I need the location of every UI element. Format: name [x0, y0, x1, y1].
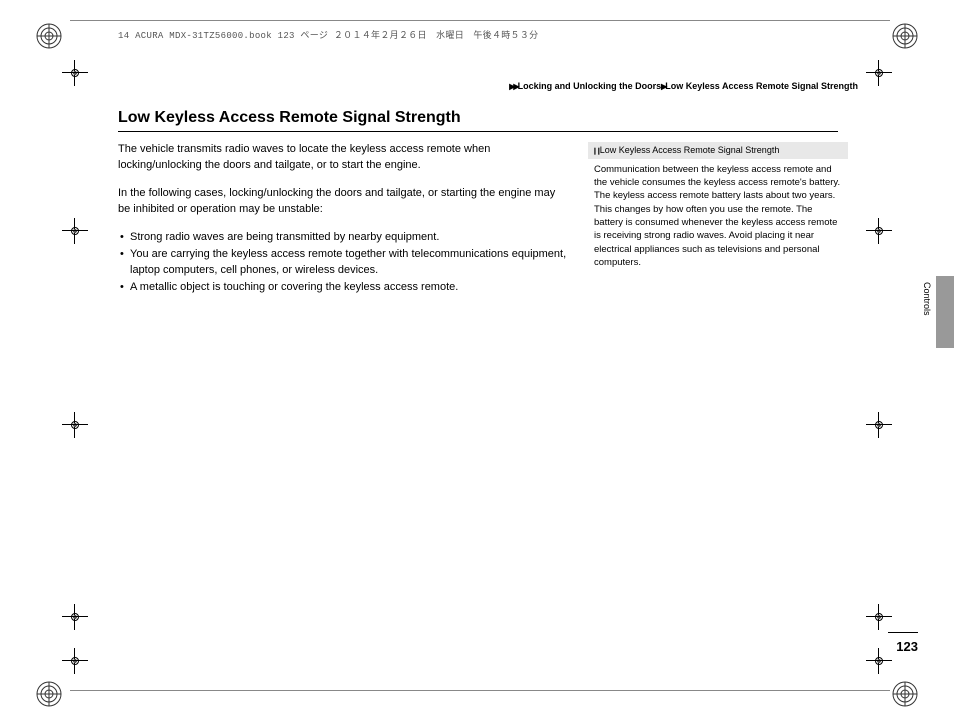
crosshair-mark: [62, 648, 88, 674]
page-content: 14 ACURA MDX-31TZ56000.book 123 ページ ２０１４…: [118, 28, 878, 297]
sidebar-column: ❙❙Low Keyless Access Remote Signal Stren…: [588, 142, 848, 297]
section-tab-label: Controls: [922, 282, 932, 316]
crosshair-mark: [62, 604, 88, 630]
page-title: Low Keyless Access Remote Signal Strengt…: [118, 109, 838, 132]
list-item: Strong radio waves are being transmitted…: [118, 230, 568, 246]
register-mark: [891, 22, 919, 50]
sidebar-title-bar: ❙❙Low Keyless Access Remote Signal Stren…: [588, 142, 848, 159]
crosshair-mark: [866, 412, 892, 438]
register-mark: [35, 680, 63, 708]
crosshair-mark: [866, 604, 892, 630]
content-columns: The vehicle transmits radio waves to loc…: [118, 142, 858, 297]
main-column: The vehicle transmits radio waves to loc…: [118, 142, 568, 297]
crop-line-bottom: [70, 690, 890, 691]
book-file-header: 14 ACURA MDX-31TZ56000.book 123 ページ ２０１４…: [118, 28, 878, 41]
sidebar-paragraph: The keyless access remote battery lasts …: [594, 189, 842, 269]
crop-line-top: [70, 20, 890, 21]
body-paragraph: The vehicle transmits radio waves to loc…: [118, 142, 568, 174]
breadcrumb-part: Locking and Unlocking the Doors: [518, 81, 662, 91]
breadcrumb: ▶▶Locking and Unlocking the Doors▶Low Ke…: [118, 81, 878, 91]
breadcrumb-part: Low Keyless Access Remote Signal Strengt…: [665, 81, 858, 91]
crosshair-mark: [866, 648, 892, 674]
page-number: 123: [896, 639, 918, 654]
section-tab: [936, 276, 954, 348]
sidebar-paragraph: Communication between the keyless access…: [594, 163, 842, 190]
register-mark: [35, 22, 63, 50]
breadcrumb-arrow: ▶▶: [509, 82, 517, 91]
body-paragraph: In the following cases, locking/unlockin…: [118, 186, 568, 218]
sidebar-body: Communication between the keyless access…: [588, 163, 848, 269]
list-item: A metallic object is touching or coverin…: [118, 280, 568, 296]
page-number-rule: [888, 632, 918, 633]
sidebar-chevron-icon: ❙❙: [592, 148, 600, 155]
crosshair-mark: [62, 412, 88, 438]
register-mark: [891, 680, 919, 708]
crosshair-mark: [62, 218, 88, 244]
sidebar-title: Low Keyless Access Remote Signal Strengt…: [600, 145, 780, 155]
bullet-list: Strong radio waves are being transmitted…: [118, 230, 568, 296]
list-item: You are carrying the keyless access remo…: [118, 247, 568, 279]
crosshair-mark: [62, 60, 88, 86]
